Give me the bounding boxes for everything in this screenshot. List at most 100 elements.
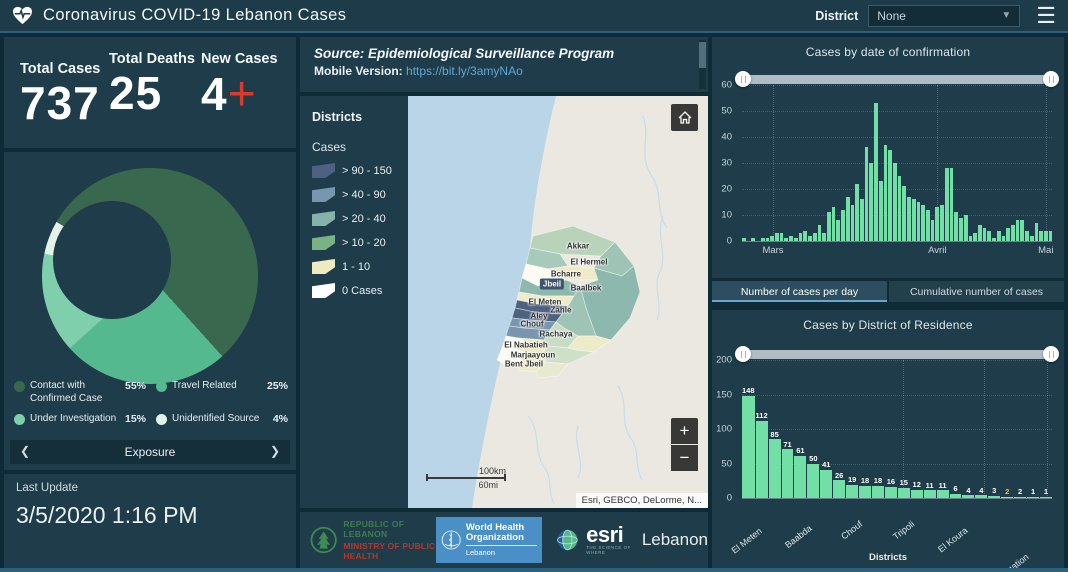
bar[interactable]	[921, 204, 926, 241]
bar[interactable]	[841, 209, 845, 241]
bar[interactable]	[820, 469, 833, 498]
bar[interactable]	[954, 212, 959, 241]
bar[interactable]	[770, 235, 775, 241]
zoom-in-button[interactable]: +	[671, 418, 698, 444]
bar[interactable]	[789, 235, 793, 241]
bar[interactable]	[765, 238, 770, 241]
bar[interactable]	[864, 147, 869, 241]
bar[interactable]	[916, 202, 921, 241]
bar[interactable]	[859, 199, 864, 241]
district-range-slider[interactable]	[735, 346, 1059, 362]
bar[interactable]	[855, 183, 859, 241]
bar[interactable]	[935, 207, 940, 241]
bar[interactable]	[1029, 235, 1034, 241]
bar[interactable]	[973, 233, 977, 241]
bar[interactable]	[1020, 220, 1025, 241]
bar[interactable]	[897, 176, 902, 241]
bar[interactable]	[793, 238, 798, 241]
slider-handle-right[interactable]	[1043, 346, 1059, 362]
bar[interactable]	[742, 238, 746, 241]
bar[interactable]	[888, 150, 892, 241]
bar[interactable]	[845, 196, 850, 241]
bar[interactable]	[850, 204, 855, 241]
map[interactable]: Akkar El Hermel Bcharre Jbeil Baalbek El Mete…	[408, 96, 708, 508]
bar[interactable]	[831, 207, 836, 241]
bar[interactable]	[936, 490, 949, 498]
slider-handle-right[interactable]	[1043, 71, 1059, 87]
bar[interactable]	[968, 235, 973, 241]
bar[interactable]	[798, 233, 803, 241]
menu-icon[interactable]: ☰	[1036, 2, 1056, 28]
bar[interactable]	[826, 212, 831, 241]
pager-next-icon[interactable]: ❯	[269, 444, 280, 458]
bar[interactable]	[959, 217, 963, 241]
bar[interactable]	[893, 163, 897, 241]
bar[interactable]	[822, 233, 826, 241]
bar[interactable]	[884, 486, 897, 498]
bar[interactable]	[1039, 496, 1052, 498]
bar[interactable]	[807, 463, 820, 498]
bar[interactable]	[944, 168, 949, 241]
bar[interactable]	[784, 238, 789, 241]
bar[interactable]	[940, 204, 944, 241]
bar[interactable]	[1044, 230, 1048, 241]
bar[interactable]	[846, 484, 859, 498]
bar[interactable]	[1001, 496, 1014, 498]
slider-handle-left[interactable]	[735, 346, 751, 362]
tab-cumulative-cases[interactable]: Cumulative number of cases	[889, 281, 1064, 302]
bar[interactable]	[1039, 230, 1043, 241]
bar[interactable]	[859, 485, 871, 498]
bar[interactable]	[883, 144, 888, 241]
mobile-version-link[interactable]: https://bit.ly/3amyNAo	[406, 64, 523, 78]
bar[interactable]	[911, 199, 916, 241]
bar[interactable]	[923, 490, 936, 498]
bar[interactable]	[963, 215, 968, 241]
scrollbar[interactable]	[699, 40, 706, 89]
bar[interactable]	[902, 186, 907, 241]
bar[interactable]	[907, 196, 911, 241]
bar[interactable]	[817, 225, 822, 241]
bar[interactable]	[975, 495, 988, 498]
zoom-out-button[interactable]: −	[671, 445, 698, 471]
bar[interactable]	[808, 235, 812, 241]
bar[interactable]	[1027, 496, 1039, 498]
bar[interactable]	[962, 495, 975, 498]
bar[interactable]	[949, 493, 962, 498]
bar[interactable]	[930, 220, 935, 241]
bar[interactable]	[1048, 230, 1053, 241]
bar[interactable]	[1014, 496, 1027, 498]
home-button[interactable]	[671, 104, 698, 131]
bar[interactable]	[742, 395, 755, 498]
bar[interactable]	[779, 233, 784, 241]
bar[interactable]	[803, 230, 808, 241]
bar[interactable]	[1010, 225, 1015, 241]
bar[interactable]	[1015, 220, 1020, 241]
bar[interactable]	[910, 489, 923, 498]
bar[interactable]	[833, 480, 846, 498]
bar[interactable]	[751, 238, 756, 241]
bar[interactable]	[781, 449, 794, 498]
bar[interactable]	[775, 233, 779, 241]
bar[interactable]	[794, 455, 807, 498]
bar[interactable]	[874, 103, 878, 241]
bar[interactable]	[812, 233, 817, 241]
bar[interactable]	[992, 238, 996, 241]
bar[interactable]	[1006, 228, 1010, 241]
bar[interactable]	[755, 420, 768, 498]
bar[interactable]	[872, 485, 884, 498]
bar[interactable]	[878, 181, 883, 241]
bar[interactable]	[768, 439, 781, 498]
bar[interactable]	[836, 220, 841, 241]
pager-prev-icon[interactable]: ❮	[20, 444, 31, 458]
bar[interactable]	[1025, 230, 1029, 241]
bar[interactable]	[977, 225, 982, 241]
bar[interactable]	[988, 495, 1001, 498]
bar[interactable]	[869, 163, 874, 241]
slider-handle-left[interactable]	[735, 71, 751, 87]
bar[interactable]	[1034, 222, 1039, 241]
tab-cases-per-day[interactable]: Number of cases per day	[712, 281, 887, 302]
bar[interactable]	[760, 238, 765, 241]
bar[interactable]	[926, 209, 930, 241]
bar[interactable]	[897, 487, 910, 498]
bar[interactable]	[949, 168, 954, 241]
